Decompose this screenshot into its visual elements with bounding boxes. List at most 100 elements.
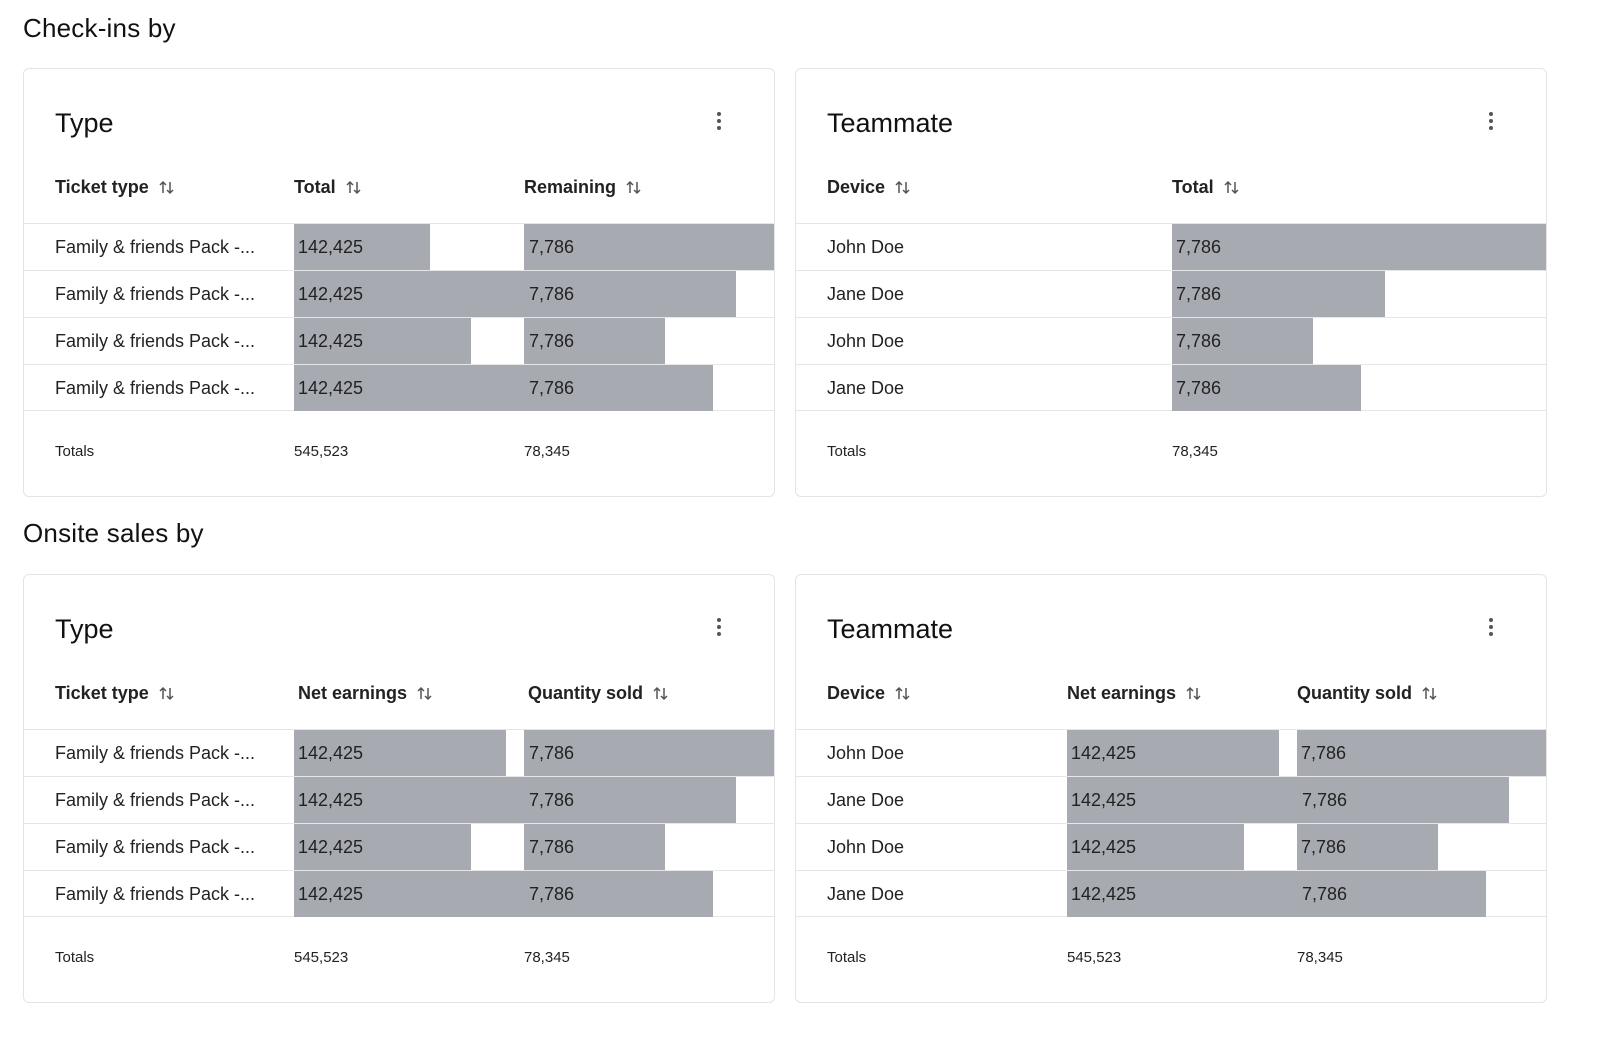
device-cell: John Doe [827,743,905,763]
net-earnings-bar [1067,730,1280,776]
column-header-total[interactable]: Total [294,177,362,198]
column-header-net-earnings[interactable]: Net earnings [298,683,433,704]
quantity-sold-bar [1297,730,1546,776]
device-cell: Jane Doe [827,284,905,304]
section-title-onsite-sales: Onsite sales by [23,518,204,548]
kebab-menu-icon[interactable] [714,618,724,640]
totals-remaining: 78,345 [524,443,570,460]
sort-arrows-icon[interactable] [894,685,911,702]
total-value: 142,425 [298,378,364,398]
table-row[interactable]: John Doe 142,425 7,786 [796,729,1546,776]
table-row[interactable]: Family & friends Pack -... 142,425 7,786 [24,776,774,823]
ticket-type-cell: Family & friends Pack -... [55,884,256,904]
table-row[interactable]: Family & friends Pack -... 142,425 7,786 [24,270,774,317]
checkins-type-card: Type Ticket type Total Remaining Family … [23,68,775,497]
column-header-device[interactable]: Device [827,177,911,198]
table-row[interactable]: Family & friends Pack -... 142,425 7,786 [24,223,774,270]
table-row[interactable]: Jane Doe 142,425 7,786 [796,870,1546,917]
quantity-sold-bar [1297,824,1438,870]
device-cell: John Doe [827,837,905,857]
table-row[interactable]: John Doe 7,786 [796,317,1546,364]
total-value: 7,786 [1176,284,1222,304]
remaining-value: 7,786 [529,237,575,257]
ticket-type-cell: Family & friends Pack -... [55,331,256,351]
onsite-type-card: Type Ticket type Net earnings Quantity s… [23,574,775,1003]
total-bar [294,271,736,317]
table-row[interactable]: Family & friends Pack -... 142,425 7,786 [24,823,774,870]
total-bar [1172,224,1546,270]
sort-arrows-icon[interactable] [1223,179,1240,196]
column-header-net-earnings[interactable]: Net earnings [1067,683,1202,704]
sort-arrows-icon[interactable] [158,179,175,196]
table-row[interactable]: Family & friends Pack -... 142,425 7,786 [24,364,774,411]
total-bar [1172,365,1362,411]
column-header-label: Device [827,177,886,197]
net-earnings-bar [294,730,507,776]
totals-net-earnings: 545,523 [294,949,349,966]
net-earnings-bar [1067,777,1509,823]
sort-arrows-icon[interactable] [1185,685,1202,702]
total-value: 142,425 [298,331,364,351]
total-value: 7,786 [1176,331,1222,351]
column-header-total[interactable]: Total [1172,177,1240,198]
table-row[interactable]: Family & friends Pack -... 142,425 7,786 [24,870,774,917]
total-bar [294,318,471,364]
column-header-ticket-type[interactable]: Ticket type [55,683,175,704]
sort-arrows-icon[interactable] [158,685,175,702]
ticket-type-cell: Family & friends Pack -... [55,743,256,763]
sort-arrows-icon[interactable] [1421,685,1438,702]
column-header-label: Total [1172,177,1214,197]
table-row[interactable]: Jane Doe 142,425 7,786 [796,776,1546,823]
table-body: John Doe 7,786 Jane Doe 7,786 John Doe 7… [796,223,1546,411]
column-header-quantity-sold[interactable]: Quantity sold [528,683,669,704]
sort-arrows-icon[interactable] [652,685,669,702]
net-earnings-value: 142,425 [1071,884,1137,904]
kebab-menu-icon[interactable] [1486,112,1496,134]
sort-arrows-icon[interactable] [345,179,362,196]
quantity-sold-value: 7,786 [529,884,575,904]
totals-quantity-sold: 78,345 [524,949,570,966]
card-title: Teammate [827,614,954,644]
device-cell: Jane Doe [827,378,905,398]
net-earnings-bar [294,777,736,823]
kebab-menu-icon[interactable] [714,112,724,134]
column-header-label: Net earnings [298,683,408,703]
table-body: Family & friends Pack -... 142,425 7,786… [24,223,774,411]
column-header-remaining[interactable]: Remaining [524,177,642,198]
sort-arrows-icon[interactable] [625,179,642,196]
ticket-type-cell: Family & friends Pack -... [55,837,256,857]
net-earnings-value: 142,425 [298,743,364,763]
column-header-ticket-type[interactable]: Ticket type [55,177,175,198]
table-row[interactable]: Family & friends Pack -... 142,425 7,786 [24,729,774,776]
device-cell: John Doe [827,331,905,351]
table-row[interactable]: Family & friends Pack -... 142,425 7,786 [24,317,774,364]
device-cell: John Doe [827,237,905,257]
remaining-value: 7,786 [529,331,575,351]
table-row[interactable]: John Doe 7,786 [796,223,1546,270]
quantity-sold-bar [524,824,665,870]
table-row[interactable]: John Doe 142,425 7,786 [796,823,1546,870]
net-earnings-bar [294,871,713,917]
quantity-sold-value: 7,786 [1302,884,1348,904]
card-title: Type [55,108,114,138]
quantity-sold-value: 7,786 [1301,743,1347,763]
column-header-device[interactable]: Device [827,683,911,704]
column-header-label: Total [294,177,336,197]
sort-arrows-icon[interactable] [416,685,433,702]
column-header-quantity-sold[interactable]: Quantity sold [1297,683,1438,704]
net-earnings-value: 142,425 [1071,837,1137,857]
table-row[interactable]: Jane Doe 7,786 [796,364,1546,411]
sort-arrows-icon[interactable] [894,179,911,196]
totals-total: 78,345 [1172,443,1218,460]
column-header-label: Ticket type [55,177,149,197]
table-row[interactable]: Jane Doe 7,786 [796,270,1546,317]
totals-label: Totals [55,949,95,966]
column-header-label: Quantity sold [1297,683,1413,703]
quantity-sold-value: 7,786 [529,743,575,763]
net-earnings-value: 142,425 [1071,743,1137,763]
kebab-menu-icon[interactable] [1486,618,1496,640]
section-title-checkins: Check-ins by [23,13,176,43]
card-title: Type [55,614,114,644]
totals-label: Totals [827,949,867,966]
column-header-label: Quantity sold [528,683,644,703]
